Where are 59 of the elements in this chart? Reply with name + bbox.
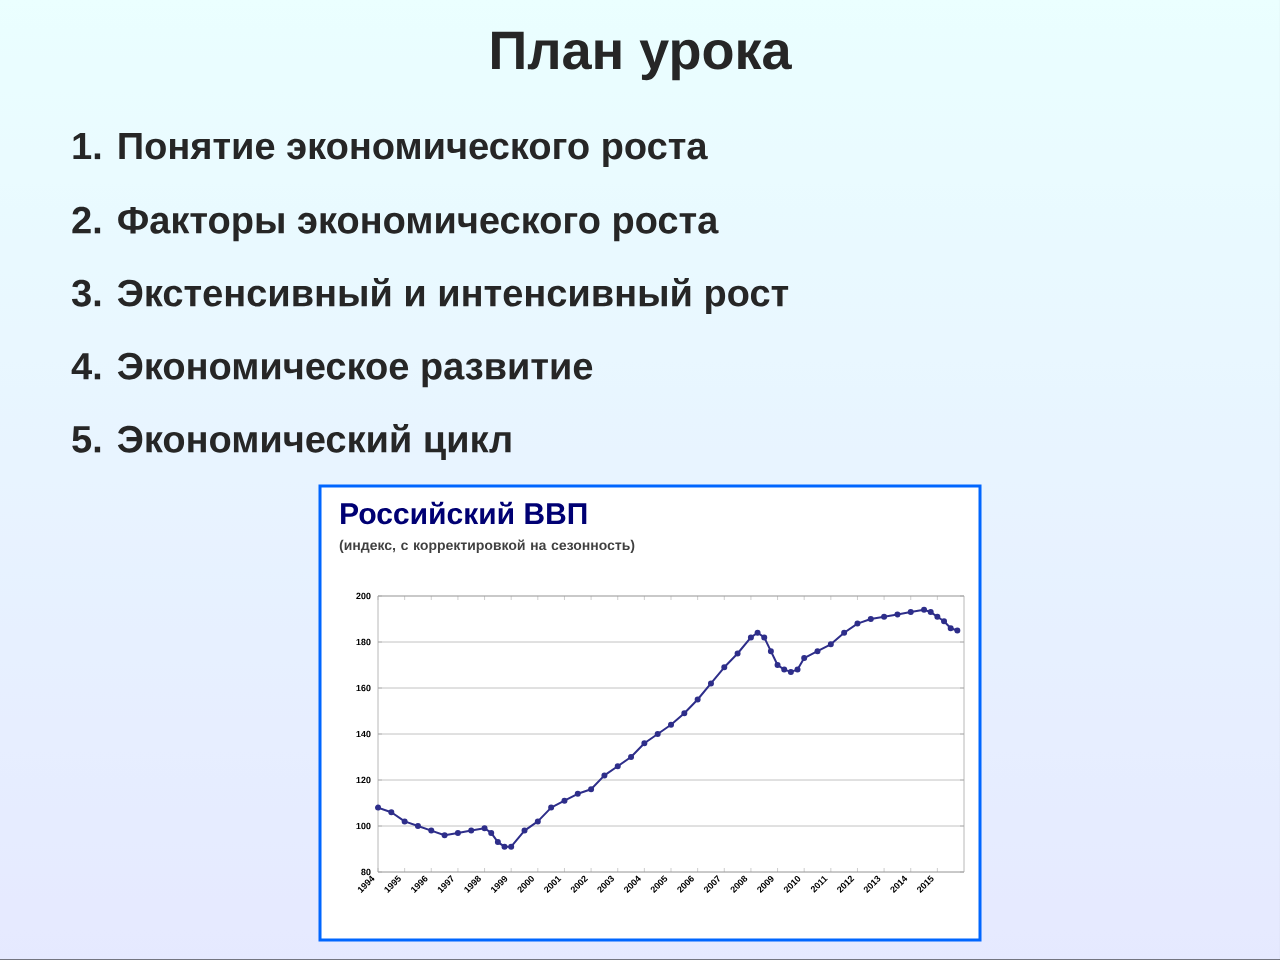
point: [628, 754, 635, 760]
point: [454, 829, 461, 836]
point: [601, 772, 608, 779]
point: [561, 797, 568, 804]
point: [934, 613, 941, 620]
point: [894, 611, 901, 618]
point: [854, 620, 861, 627]
point: [501, 843, 508, 850]
point: [534, 818, 541, 825]
point: [488, 829, 495, 836]
point: [668, 721, 675, 728]
point: [521, 827, 528, 834]
point: [781, 666, 788, 673]
text: 2. Факторы экономического роста: [72, 206, 719, 242]
point: [827, 641, 834, 648]
point: [907, 609, 914, 616]
point: [747, 634, 754, 641]
point: [954, 627, 961, 634]
point: [641, 740, 648, 747]
point: [774, 662, 781, 668]
point: [881, 613, 888, 620]
point: [614, 763, 621, 770]
point: [694, 696, 701, 703]
point: [941, 618, 948, 625]
point: [548, 804, 555, 811]
chart-title: Российский ВВП: [341, 501, 587, 525]
text: 5. Экономический цикл: [72, 424, 511, 460]
point: [707, 680, 714, 687]
point: [401, 818, 408, 825]
point: [761, 634, 768, 641]
point: [494, 839, 501, 846]
point: [388, 809, 395, 816]
point: [375, 804, 382, 811]
point: [801, 655, 808, 662]
point: [947, 625, 954, 632]
point: [927, 609, 934, 616]
text: 3. Экстенсивный и интенсивный рост: [71, 277, 789, 315]
point: [867, 616, 874, 622]
point: [681, 710, 688, 717]
point: [794, 666, 801, 673]
text: 4. Экономическое развитие: [71, 352, 593, 388]
point: [574, 790, 581, 797]
point: [787, 668, 794, 675]
point: [441, 832, 448, 839]
point: [508, 843, 515, 850]
point: [734, 650, 741, 657]
text: План урока: [492, 31, 792, 81]
text: 1. Понятие экономического роста: [73, 132, 708, 167]
point: [481, 825, 488, 832]
point: [754, 629, 761, 636]
point: [767, 648, 774, 655]
point: [428, 827, 435, 834]
point: [414, 823, 421, 829]
point: [841, 629, 848, 636]
point: [468, 827, 475, 834]
point: [721, 664, 728, 671]
point: [588, 786, 595, 793]
point: [921, 606, 928, 613]
point: [654, 731, 661, 737]
